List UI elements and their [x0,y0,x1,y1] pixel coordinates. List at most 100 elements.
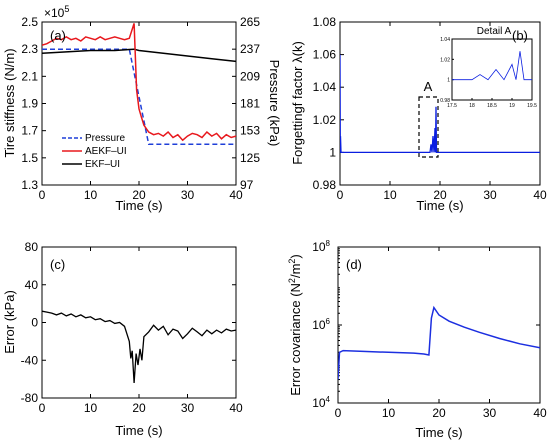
inset-x-tick-label: 18.5 [487,103,497,109]
y-tick-label: -80 [21,391,39,405]
legend-pressure-label: Pressure [85,133,125,144]
x-tick-label: 20 [432,406,446,420]
inset-axes [451,38,533,101]
panel-a-exponent: ×105 [44,4,69,20]
y-right-tick-label: 265 [240,15,260,29]
inset-x-tick-label: 19 [509,103,515,109]
panel-d-axes [337,246,541,404]
y-tick-label: -40 [21,353,39,367]
x-tick-label: 10 [383,188,397,202]
inset-x-tick-label: 19.5 [527,103,537,109]
inset-y-tick-label: 0.98 [440,98,450,104]
x-tick-label: 0 [335,406,342,420]
inset-title: Detail A [477,26,512,37]
y-tick-label: 0 [31,316,38,330]
y-tick-label: 40 [25,278,39,292]
x-tick-label: 30 [181,188,195,202]
y-tick-label: 2.5 [21,15,38,29]
x-tick-label: 40 [533,406,547,420]
ylabel-d-part1: Error covariance (N [288,283,303,396]
x-tick-label: 10 [84,401,98,415]
x-tick-label: 40 [533,188,547,202]
panel-c: 0 10 20 30 40 -80 -40 0 40 80 (c) Time (s) Error … [2,240,243,438]
y-tick-label: 1 [329,145,336,159]
x-tick-label: 20 [132,188,146,202]
panel-a-ticks: 0 10 20 30 40 1.3 1.5 1.7 1.9 2.1 2.3 2.5 97 125 153 18… [21,15,260,202]
panel-c-ticks: 0 10 20 30 40 -80 -40 0 40 80 [21,240,243,415]
legend-ekf-label: EKF–UI [85,159,120,170]
x-tick-label: 30 [483,406,497,420]
ylabel-d-sup2: 2 [287,259,297,264]
ylabel-d-sup1: 2 [287,278,297,283]
x-tick-label: 20 [132,401,146,415]
y-tick-base: 10 [312,318,326,332]
panel-c-axes [41,246,237,399]
exponent-base: ×10 [44,6,65,20]
y-right-tick-label: 97 [240,178,254,192]
panel-b-xlabel: Time (s) [416,198,463,213]
y-tick-label: 1.08 [313,15,337,29]
panel-a-legend: Pressure AEKF–UI EKF–UI [59,132,127,172]
panel-a-label: (a) [50,28,66,43]
inset-x-tick-label: 18 [469,103,475,109]
x-tick-label: 10 [84,188,98,202]
panel-d-ylabel: Error covariance (N2/m2) [287,254,303,396]
panel-d-xlabel: Time (s) [415,425,462,440]
y-tick-power: 6 [326,317,331,326]
series-ekf-ui-line [42,48,236,63]
y-tick-power: 4 [326,395,331,404]
inset-y-tick-label: 1.02 [440,57,450,63]
x-tick-label: 30 [483,188,497,202]
detail-a-annotation: A [424,79,433,94]
y-tick-label: 1.7 [21,124,38,138]
inset-y-tick-label: 1.04 [440,37,450,43]
y-tick-power: 8 [326,239,331,248]
panel-b: 0 10 20 30 40 0.98 1 1.02 1.04 1.06 1.08 A (b) Tim… [290,15,547,213]
y-tick-label: 1.5 [21,151,38,165]
inset-detail-a: Detail A 17.5 18 18.5 19 19.5 0.98 1 1.02 1.04 [440,26,537,109]
x-tick-label: 0 [337,188,344,202]
y-tick-label: 108 [312,239,330,254]
x-tick-label: 30 [181,401,195,415]
ylabel-d-close: ) [288,254,303,258]
y-tick-label: 2.3 [21,42,38,56]
y-tick-label: 1.06 [313,48,337,62]
x-tick-label: 20 [433,188,447,202]
y-tick-label: 1.02 [313,113,337,127]
y-tick-label: 1.04 [313,80,337,94]
y-tick-label: 80 [25,240,39,254]
y-right-tick-label: 209 [240,69,260,83]
y-tick-label: 106 [312,317,330,332]
y-right-tick-label: 125 [240,151,260,165]
y-tick-label: 2.1 [21,69,38,83]
panel-a-ylabel: Tire stiffness (N/m) [2,48,17,157]
y-tick-base: 10 [312,396,326,410]
panel-c-label: (c) [50,257,65,272]
inset-ticks: 17.5 18 18.5 19 19.5 0.98 1 1.02 1.04 [440,37,537,109]
panel-b-ylabel: Forgettingf factor λ(k) [290,41,305,165]
inset-y-tick-label: 1 [447,78,450,84]
panel-a-ylabel-right: Pressure (kPa) [267,60,282,147]
panel-d-label: (d) [346,257,362,272]
panel-a-xlabel: Time (s) [115,198,162,213]
x-tick-label: 0 [39,188,46,202]
panel-b-ticks: 0 10 20 30 40 0.98 1 1.02 1.04 1.06 1.08 [313,15,547,202]
series-forgetting-factor-line [340,54,540,154]
x-tick-label: 40 [229,401,243,415]
y-right-tick-label: 237 [240,42,260,56]
panel-a: 0 10 20 30 40 1.3 1.5 1.7 1.9 2.1 2.3 2.5 97 125 153 18… [2,4,282,213]
panel-b-label: (b) [512,28,528,43]
x-tick-label: 10 [382,406,396,420]
panel-c-xlabel: Time (s) [115,423,162,438]
y-right-tick-label: 181 [240,97,260,111]
y-right-tick-label: 153 [240,124,260,138]
exponent-power: 5 [64,4,69,14]
inset-x-tick-label: 17.5 [447,103,457,109]
detail-a-box [418,96,439,158]
y-tick-label: 0.98 [313,178,337,192]
y-tick-label: 1.3 [21,178,38,192]
x-tick-label: 40 [229,188,243,202]
legend-aekf-label: AEKF–UI [85,146,127,157]
